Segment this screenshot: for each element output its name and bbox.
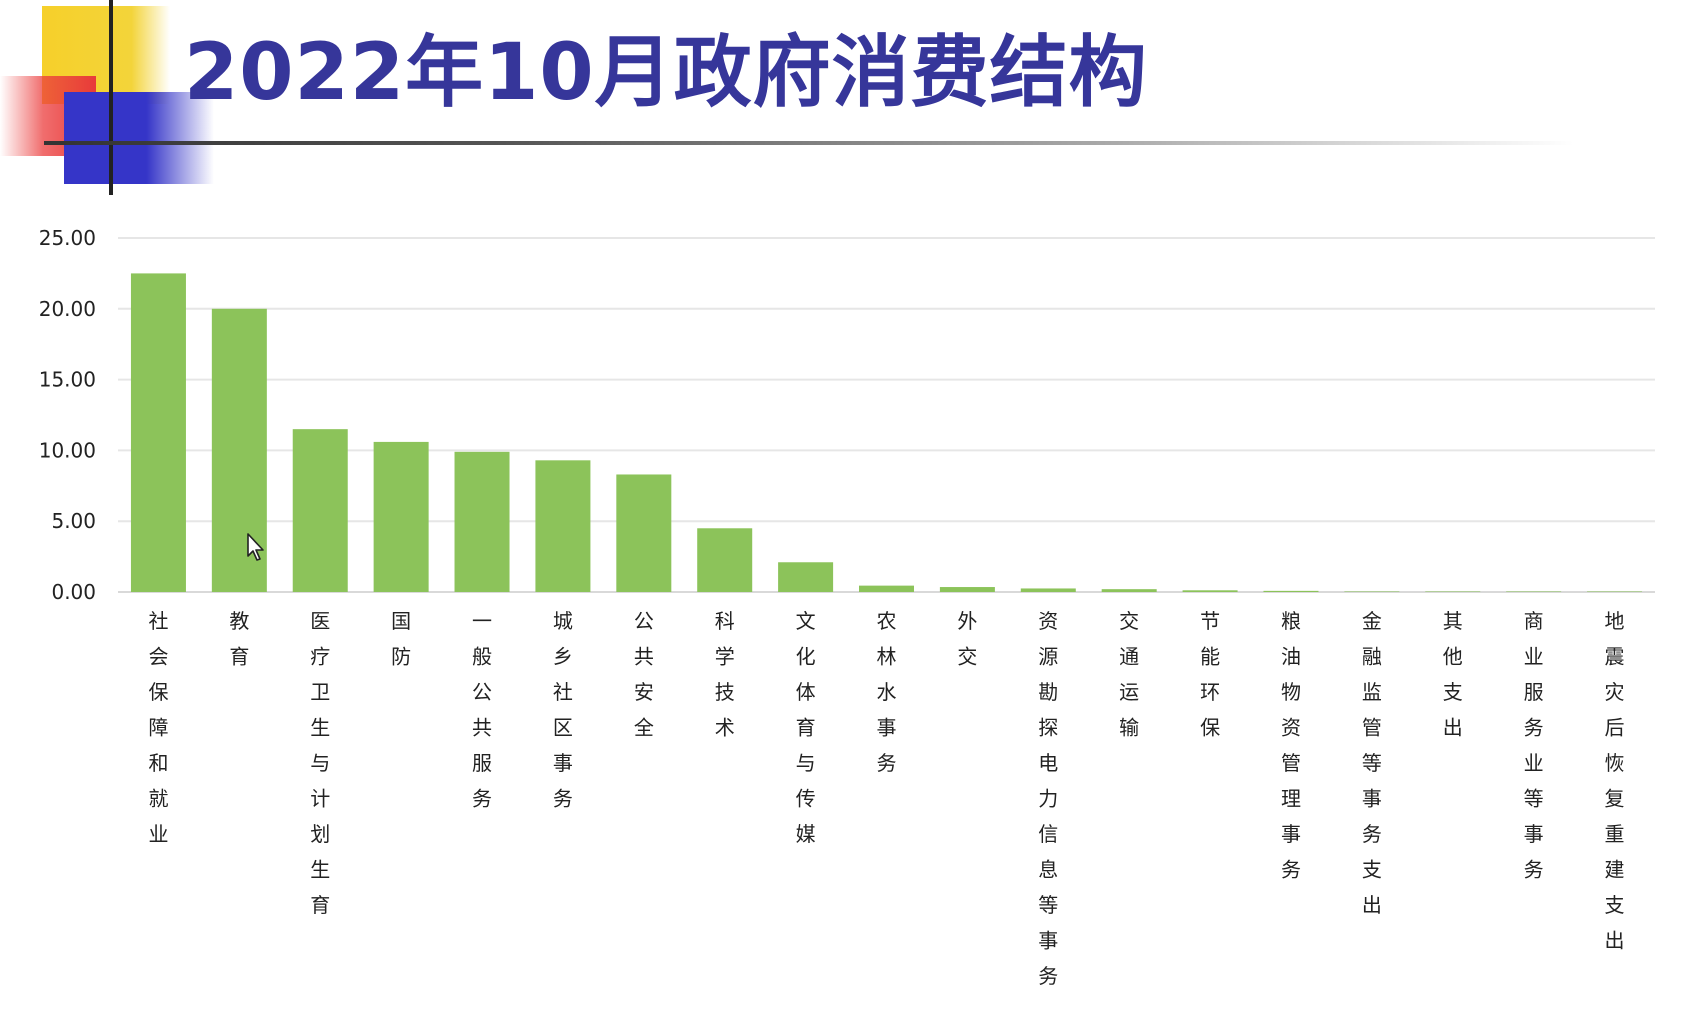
x-category-label: 城乡社区事务 [553,609,573,811]
bar [778,562,834,592]
bar [535,460,591,592]
x-category-label: 金融监管等事务支出 [1362,609,1382,917]
x-category-label: 节能环保 [1200,609,1220,740]
x-category-label: 地震灾后恢复重建支出 [1605,609,1625,953]
bar [292,429,348,592]
bar [697,528,753,592]
x-category-label: 外交 [957,609,977,669]
x-category-label: 交通运输 [1119,609,1139,740]
y-tick-label: 15.00 [39,368,96,392]
x-category-label: 文化体育与传媒 [796,609,816,846]
x-category-label: 粮油物资管理事务 [1281,609,1301,882]
bar [939,587,995,592]
bar [859,585,914,592]
y-tick-label: 25.00 [39,226,96,250]
bar [1020,588,1076,592]
x-category-label: 一般公共服务 [472,609,492,811]
bar [1263,590,1319,592]
y-tick-label: 5.00 [51,509,96,533]
x-category-label: 农林水事务 [877,609,897,775]
x-category-label: 科学技术 [715,609,735,740]
y-tick-label: 10.00 [39,438,96,462]
x-category-label: 社会保障和就业 [148,609,168,846]
mouse-pointer-icon [247,533,264,561]
decor-vertical-line [109,0,113,195]
x-category-label: 教育 [229,609,249,669]
bar [1425,591,1481,592]
x-category-label: 公共安全 [634,609,654,740]
bar [454,451,510,592]
bar [1587,591,1643,592]
bar [1182,590,1238,592]
x-category-label: 国防 [391,609,411,669]
bar [130,273,186,592]
y-tick-label: 0.00 [51,580,96,604]
decor-horizontal-line [44,141,1574,145]
bar [1344,591,1400,592]
bar [1506,591,1562,592]
x-category-label: 资源勘探电力信息等事务 [1038,609,1058,988]
page-title: 2022年10月政府消费结构 [184,28,1148,118]
bar [616,474,672,592]
x-category-label: 医疗卫生与计划生育 [310,609,330,917]
x-category-label: 其他支出 [1443,609,1463,740]
y-tick-label: 20.00 [39,297,96,321]
bar [373,441,429,592]
decor-blue-block [64,92,214,184]
bar [1101,589,1157,592]
x-category-label: 商业服务业等事务 [1524,609,1544,882]
